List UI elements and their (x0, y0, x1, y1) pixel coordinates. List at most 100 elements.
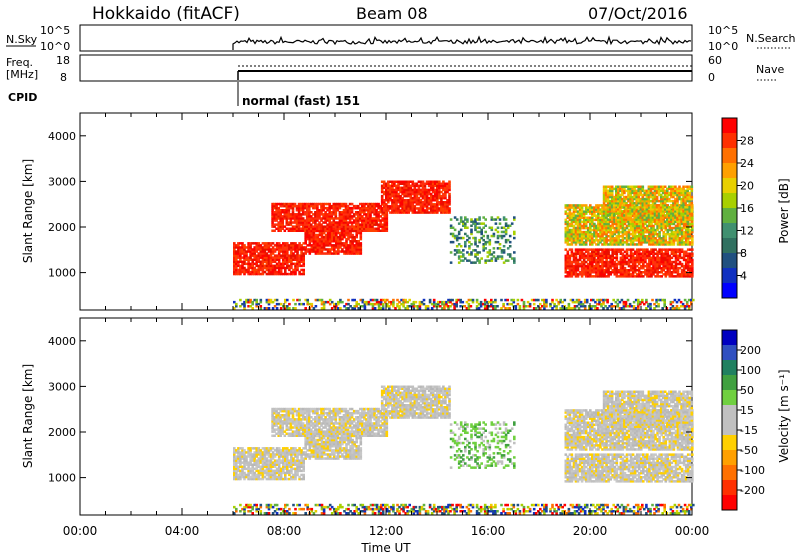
data-cell (335, 225, 338, 229)
data-cell (680, 218, 683, 221)
data-cell (257, 272, 261, 276)
data-cell (570, 216, 574, 219)
data-cell (635, 228, 639, 232)
data-cell (326, 237, 330, 241)
data-cell (389, 207, 392, 210)
data-cell (295, 204, 299, 208)
data-cell (290, 272, 293, 276)
data-cell (688, 216, 691, 219)
data-cell (273, 272, 277, 276)
data-cell (245, 258, 248, 261)
data-cell (605, 235, 608, 238)
data-cell (658, 258, 661, 262)
data-cell (635, 258, 639, 262)
data-cell (391, 182, 394, 185)
data-cell (286, 248, 289, 251)
data-cell (371, 217, 374, 220)
data-cell (642, 264, 645, 268)
data-cell (482, 245, 485, 248)
data-cell (462, 236, 465, 240)
data-cell (365, 215, 368, 218)
data-cell (640, 239, 643, 242)
data-cell (574, 264, 578, 268)
data-cell (235, 262, 238, 266)
data-cell (369, 223, 372, 226)
data-cell (299, 217, 303, 220)
data-cell (656, 254, 659, 258)
data-cell (568, 228, 572, 232)
data-cell (568, 266, 572, 270)
data-cell (672, 220, 675, 223)
data-cell (666, 241, 670, 244)
data-cell (233, 258, 236, 261)
data-cell (635, 193, 638, 197)
data-cell (597, 266, 600, 270)
data-cell (645, 193, 649, 197)
data-cell (690, 212, 694, 215)
data-cell (678, 256, 682, 260)
data-cell (591, 264, 594, 268)
data-cell (627, 262, 631, 266)
data-cell (263, 248, 267, 251)
data-cell (359, 252, 363, 255)
data-cell (593, 218, 596, 222)
data-cell (582, 222, 586, 226)
data-cell (285, 206, 289, 210)
data-cell (584, 220, 588, 224)
data-cell (316, 298, 320, 302)
data-cell (586, 220, 590, 224)
data-cell (345, 231, 348, 235)
data-cell (308, 244, 312, 247)
data-cell (295, 225, 299, 228)
data-cell (597, 275, 600, 278)
data-cell (623, 237, 627, 240)
data-cell (340, 225, 344, 228)
data-cell (411, 207, 415, 210)
data-cell (385, 229, 389, 232)
data-cell (277, 264, 281, 268)
data-cell (427, 188, 431, 192)
data-cell (574, 208, 578, 211)
data-cell (670, 243, 674, 246)
data-cell (318, 237, 322, 241)
data-cell (430, 307, 434, 310)
data-cell (619, 258, 623, 262)
data-cell (392, 305, 395, 308)
data-cell (615, 243, 619, 246)
data-cell (625, 218, 628, 221)
data-cell (281, 215, 284, 218)
data-cell (660, 254, 663, 258)
data-cell (333, 246, 336, 249)
data-cell (310, 246, 314, 249)
data-cell (644, 237, 647, 240)
data-cell (375, 215, 378, 218)
data-cell (637, 258, 641, 262)
data-cell (648, 250, 651, 253)
data-cell (436, 201, 439, 204)
data-cell (431, 194, 435, 198)
data-cell (348, 213, 352, 216)
data-cell (655, 216, 659, 219)
data-cell (570, 206, 574, 209)
data-cell (678, 250, 682, 253)
data-cell (629, 197, 632, 201)
data-cell (606, 220, 610, 223)
data-cell (682, 266, 686, 270)
data-cell (326, 244, 330, 247)
data-cell (658, 271, 661, 274)
data-cell (391, 192, 394, 196)
data-cell (379, 223, 382, 226)
data-cell (502, 245, 506, 248)
data-cell (352, 204, 356, 208)
data-cell (629, 275, 633, 278)
data-cell (666, 271, 670, 274)
data-cell (369, 215, 372, 218)
data-cell (666, 264, 670, 268)
data-cell (407, 203, 410, 206)
data-cell (617, 191, 620, 195)
data-cell (678, 212, 681, 215)
data-cell (279, 225, 282, 228)
data-cell (233, 244, 236, 247)
data-cell (642, 237, 645, 240)
data-cell (383, 223, 387, 226)
